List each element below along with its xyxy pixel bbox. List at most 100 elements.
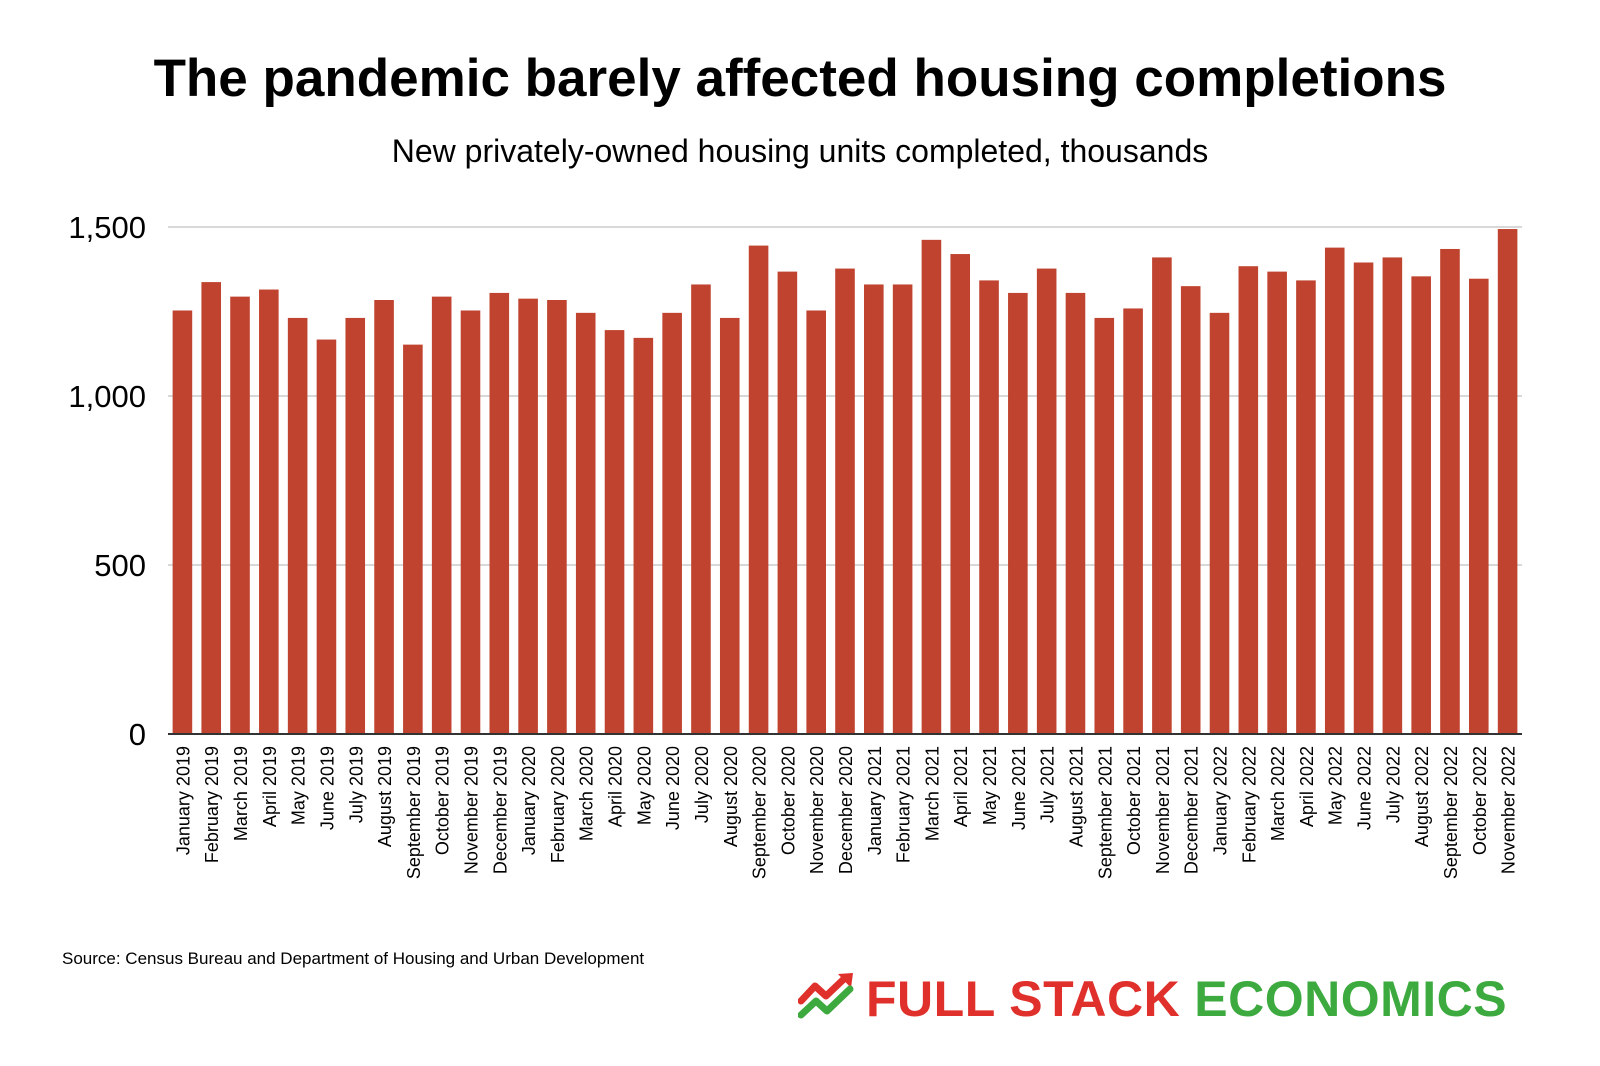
y-tick-label: 500: [94, 548, 146, 583]
x-tick-label: March 2020: [577, 746, 597, 841]
x-tick-label: April 2019: [260, 746, 280, 827]
logo-word-economics: ECONOMICS: [1194, 971, 1508, 1027]
x-tick-label: January 2022: [1211, 746, 1231, 855]
x-tick-label: December 2020: [836, 746, 856, 874]
bar: [950, 254, 971, 735]
logo-word-full-stack: FULL STACK: [866, 971, 1181, 1027]
x-tick-label: November 2022: [1499, 746, 1519, 874]
bar: [1123, 308, 1143, 734]
y-tick-label: 1,500: [68, 210, 146, 245]
chart-title: The pandemic barely affected housing com…: [153, 49, 1447, 108]
x-tick-label: June 2022: [1355, 746, 1375, 830]
bar: [201, 282, 222, 734]
bar: [1324, 247, 1345, 735]
x-tick-label: November 2019: [461, 746, 481, 874]
bar: [1094, 317, 1115, 734]
bar: [864, 284, 884, 734]
bar: [1267, 271, 1287, 734]
x-tick-label: June 2019: [317, 746, 337, 830]
x-tick-label: June 2021: [1009, 746, 1029, 830]
x-tick-label: January 2021: [865, 746, 885, 855]
x-tick-label: February 2022: [1239, 746, 1259, 863]
bar: [662, 312, 682, 734]
bar: [547, 300, 567, 734]
bar: [489, 292, 510, 734]
x-tick-label: October 2019: [433, 746, 453, 855]
bar: [691, 284, 711, 734]
bar: [1411, 276, 1431, 734]
x-tick-label: March 2022: [1268, 746, 1288, 841]
x-tick-label: September 2022: [1441, 746, 1461, 879]
x-axis-tick-labels: January 2019 February 2019 March 2019 April…: [173, 746, 1518, 879]
bar: [777, 271, 798, 734]
x-tick-label: August 2022: [1412, 746, 1432, 847]
x-tick-label: April 2022: [1297, 746, 1317, 827]
x-tick-label: January 2020: [519, 746, 539, 855]
bar: [518, 298, 538, 734]
x-tick-label: August 2021: [1066, 746, 1086, 847]
bar: [431, 296, 452, 734]
x-tick-label: July 2022: [1383, 746, 1403, 823]
x-tick-label: April 2020: [606, 746, 626, 827]
bar: [1152, 257, 1172, 734]
x-tick-label: September 2020: [750, 746, 770, 879]
x-tick-label: August 2019: [375, 746, 395, 847]
bar: [1296, 280, 1316, 734]
bar: [604, 330, 625, 734]
x-tick-label: December 2021: [1182, 746, 1202, 874]
bar: [316, 339, 337, 734]
bar: [1497, 229, 1518, 734]
x-tick-label: January 2019: [173, 746, 193, 855]
bar: [1036, 268, 1057, 734]
bar: [835, 268, 855, 734]
bar: [806, 310, 826, 734]
x-tick-label: February 2019: [202, 746, 222, 863]
bar: [892, 284, 913, 734]
bar: [403, 344, 423, 734]
bar: [1209, 312, 1230, 734]
bar: [1238, 266, 1259, 734]
x-tick-label: September 2021: [1095, 746, 1115, 879]
bar: [921, 239, 942, 734]
x-tick-label: May 2019: [289, 746, 309, 825]
x-tick-label: May 2022: [1326, 746, 1346, 825]
y-tick-label: 1,000: [68, 379, 146, 414]
x-tick-label: July 2019: [346, 746, 366, 823]
x-tick-label: October 2020: [778, 746, 798, 855]
y-axis-tick-labels: 0 500 1,000 1,500: [68, 210, 146, 752]
x-tick-label: May 2020: [634, 746, 654, 825]
bar: [1353, 262, 1374, 734]
bar: [460, 310, 481, 734]
x-tick-label: February 2021: [894, 746, 914, 863]
bar: [575, 312, 596, 734]
bar-chart: 0 500 1,000 1,500 January 2019 February 2019…: [68, 210, 1522, 879]
bar: [748, 245, 769, 734]
full-stack-economics-logo[interactable]: FULL STACK ECONOMICS: [798, 968, 1507, 1030]
bar: [1180, 286, 1201, 734]
bar: [633, 337, 654, 734]
bar: [287, 317, 308, 734]
x-tick-label: September 2019: [404, 746, 424, 879]
x-tick-label: October 2022: [1470, 746, 1490, 855]
bar: [259, 289, 279, 734]
x-tick-label: May 2021: [980, 746, 1000, 825]
bar: [1008, 292, 1028, 734]
bar: [374, 300, 394, 734]
bar: [719, 317, 740, 734]
bar: [172, 310, 193, 734]
bar: [345, 317, 366, 734]
bar: [1440, 248, 1460, 734]
x-tick-label: July 2021: [1038, 746, 1058, 823]
x-tick-label: April 2021: [951, 746, 971, 827]
x-tick-label: November 2021: [1153, 746, 1173, 874]
bar: [230, 296, 250, 734]
bar: [1065, 292, 1086, 734]
x-tick-label: August 2020: [721, 746, 741, 847]
source-note: Source: Census Bureau and Department of …: [62, 949, 645, 968]
x-tick-label: November 2020: [807, 746, 827, 874]
x-tick-label: October 2021: [1124, 746, 1144, 855]
x-tick-label: July 2020: [692, 746, 712, 823]
x-tick-label: March 2021: [922, 746, 942, 841]
bar: [979, 280, 999, 734]
x-tick-label: June 2020: [663, 746, 683, 830]
